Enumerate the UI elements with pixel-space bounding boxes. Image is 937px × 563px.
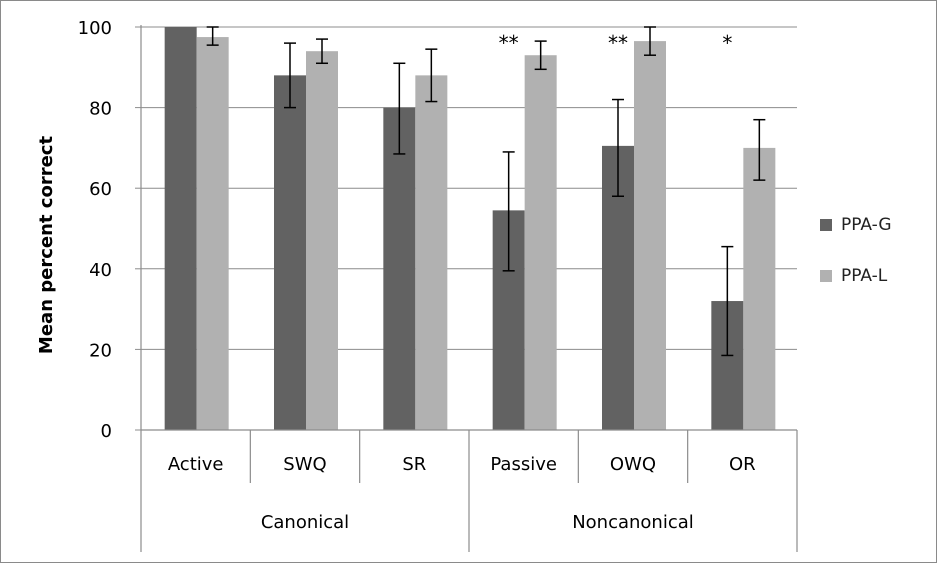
x-tick-label: OWQ (610, 454, 656, 475)
legend-item-ppa-g: PPA-G (820, 215, 892, 235)
x-tick-label: SWQ (283, 454, 326, 475)
significance-marker: ** (499, 31, 519, 55)
y-tick-label: 100 (78, 18, 112, 39)
legend: PPA-G PPA-L (820, 215, 892, 317)
bar-ppa-l-owq (634, 41, 666, 430)
significance-marker: ** (608, 31, 628, 55)
y-tick-label: 60 (89, 179, 112, 200)
legend-swatch-ppa-g (820, 219, 832, 231)
y-tick-label: 40 (89, 260, 112, 281)
x-group-label: Canonical (261, 512, 349, 533)
bar-ppa-l-sr (415, 75, 448, 431)
x-group-label: Noncanonical (572, 512, 694, 533)
y-tick-label: 0 (101, 421, 112, 442)
axes (135, 25, 798, 552)
x-tick-label: OR (729, 454, 756, 475)
y-axis-title: Mean percent correct (36, 136, 57, 355)
legend-swatch-ppa-l (820, 270, 832, 282)
legend-label: PPA-L (841, 266, 888, 286)
error-bars (206, 26, 766, 357)
gridlines (141, 26, 797, 350)
x-tick-label: Active (168, 454, 224, 475)
significance-marker: * (722, 31, 732, 55)
x-tick-label: SR (402, 454, 426, 475)
legend-item-ppa-l: PPA-L (820, 266, 892, 286)
bar-ppa-g-sr (383, 107, 416, 430)
y-tick-labels: 0 20 40 60 80 100 (78, 18, 112, 442)
bar-ppa-g-swq (274, 75, 306, 431)
bar-ppa-l-swq (306, 51, 338, 431)
legend-label: PPA-G (841, 215, 892, 235)
y-tick-label: 80 (89, 99, 112, 120)
bar-ppa-l-active (196, 37, 229, 430)
significance-annotations: ** ** * (499, 31, 733, 55)
x-group-labels: Canonical Noncanonical (261, 512, 694, 533)
x-tick-label: Passive (490, 454, 557, 475)
bar-ppa-l-passive (524, 55, 557, 431)
x-tick-labels: Active SWQ SR Passive OWQ OR (168, 454, 756, 475)
bar-ppa-g-active (164, 27, 197, 430)
bars (164, 27, 776, 431)
bar-ppa-l-or (743, 147, 776, 430)
y-tick-label: 20 (89, 340, 112, 361)
